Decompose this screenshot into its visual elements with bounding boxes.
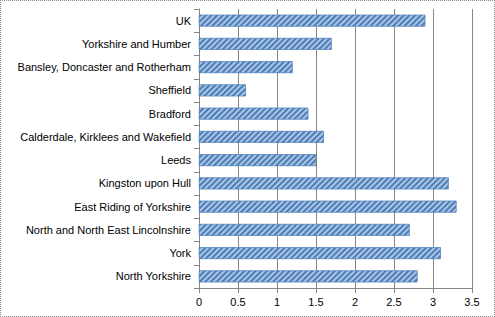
svg-text:York: York <box>169 247 191 259</box>
svg-text:0.5: 0.5 <box>230 296 245 308</box>
svg-text:0: 0 <box>196 296 202 308</box>
svg-text:North Yorkshire: North Yorkshire <box>116 270 191 282</box>
svg-text:East Riding of Yorkshire: East Riding of Yorkshire <box>74 201 191 213</box>
svg-text:Sheffield: Sheffield <box>148 84 191 96</box>
svg-text:Calderdale, Kirklees and Wakef: Calderdale, Kirklees and Wakefield <box>20 131 191 143</box>
svg-text:Bradford: Bradford <box>149 108 191 120</box>
svg-text:Bansley, Doncaster and Rotherh: Bansley, Doncaster and Rotherham <box>18 61 191 73</box>
svg-text:2.5: 2.5 <box>386 296 401 308</box>
svg-text:UK: UK <box>176 15 192 27</box>
svg-text:Leeds: Leeds <box>161 154 191 166</box>
svg-text:1: 1 <box>274 296 280 308</box>
svg-text:1.5: 1.5 <box>308 296 323 308</box>
svg-text:3.5: 3.5 <box>464 296 479 308</box>
svg-text:3: 3 <box>430 296 436 308</box>
svg-text:North and North East Lincolnsh: North and North East Lincolnshire <box>26 224 191 236</box>
svg-text:Yorkshire and Humber: Yorkshire and Humber <box>82 38 191 50</box>
svg-text:Kingston upon Hull: Kingston upon Hull <box>99 177 191 189</box>
svg-text:2: 2 <box>352 296 358 308</box>
